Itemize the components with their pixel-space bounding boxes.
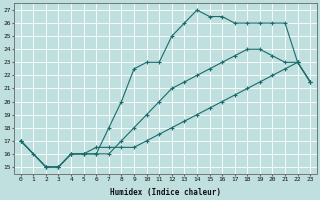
X-axis label: Humidex (Indice chaleur): Humidex (Indice chaleur) (110, 188, 221, 197)
